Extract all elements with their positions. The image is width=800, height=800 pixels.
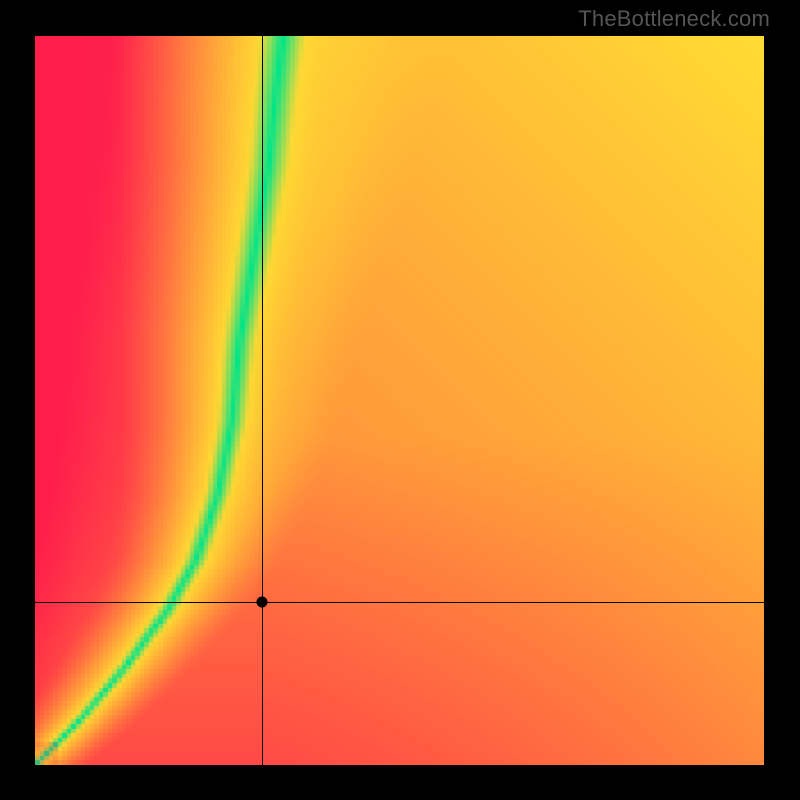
crosshair-horizontal xyxy=(35,602,764,603)
crosshair-marker xyxy=(256,596,267,607)
watermark-text: TheBottleneck.com xyxy=(578,6,770,32)
crosshair-vertical xyxy=(262,36,263,765)
heatmap-plot xyxy=(35,36,764,765)
heatmap-canvas xyxy=(35,36,764,765)
